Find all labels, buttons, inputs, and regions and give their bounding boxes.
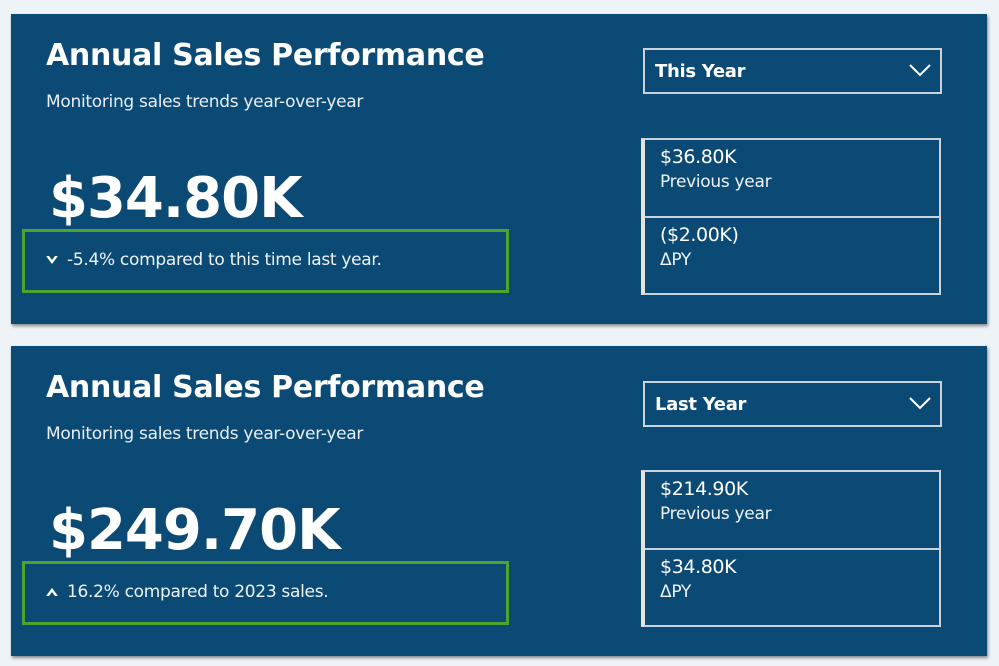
trend-highlight-box: -5.4% compared to this time last year. xyxy=(22,229,509,293)
stat-value: $34.80K xyxy=(660,556,737,578)
comparison-stats: $36.80K Previous year ($2.00K) ΔPY xyxy=(641,138,941,295)
stat-value: ($2.00K) xyxy=(660,224,739,246)
sales-value: $34.80K xyxy=(49,166,302,231)
card-title: Annual Sales Performance xyxy=(46,38,485,73)
chevron-down-icon xyxy=(909,397,931,410)
stat-delta-py: $34.80K ΔPY xyxy=(645,548,939,624)
sales-card-last-year: Annual Sales Performance Monitoring sale… xyxy=(11,346,987,656)
chevron-down-icon xyxy=(46,256,58,264)
stat-value: $214.90K xyxy=(660,478,748,500)
period-dropdown[interactable]: Last Year xyxy=(643,381,942,427)
stat-delta-py: ($2.00K) ΔPY xyxy=(645,216,939,292)
trend-text: -5.4% compared to this time last year. xyxy=(67,250,382,270)
period-dropdown[interactable]: This Year xyxy=(643,48,942,94)
dropdown-selected-value: Last Year xyxy=(655,394,747,415)
stat-label: ΔPY xyxy=(660,250,691,270)
dropdown-selected-value: This Year xyxy=(655,61,746,82)
sales-value: $249.70K xyxy=(49,498,340,563)
trend-highlight-box: 16.2% compared to 2023 sales. xyxy=(22,561,509,625)
stat-label: ΔPY xyxy=(660,582,691,602)
chevron-down-icon xyxy=(909,64,931,77)
card-subtitle: Monitoring sales trends year-over-year xyxy=(46,424,364,444)
card-title: Annual Sales Performance xyxy=(46,370,485,405)
stat-label: Previous year xyxy=(660,172,772,192)
card-subtitle: Monitoring sales trends year-over-year xyxy=(46,92,364,112)
trend-text: 16.2% compared to 2023 sales. xyxy=(67,582,329,602)
chevron-up-icon xyxy=(46,588,58,596)
sales-card-this-year: Annual Sales Performance Monitoring sale… xyxy=(11,14,987,324)
stat-previous-year: $214.90K Previous year xyxy=(645,472,939,548)
stat-previous-year: $36.80K Previous year xyxy=(645,140,939,216)
stat-value: $36.80K xyxy=(660,146,737,168)
comparison-stats: $214.90K Previous year $34.80K ΔPY xyxy=(641,470,941,627)
stat-label: Previous year xyxy=(660,504,772,524)
